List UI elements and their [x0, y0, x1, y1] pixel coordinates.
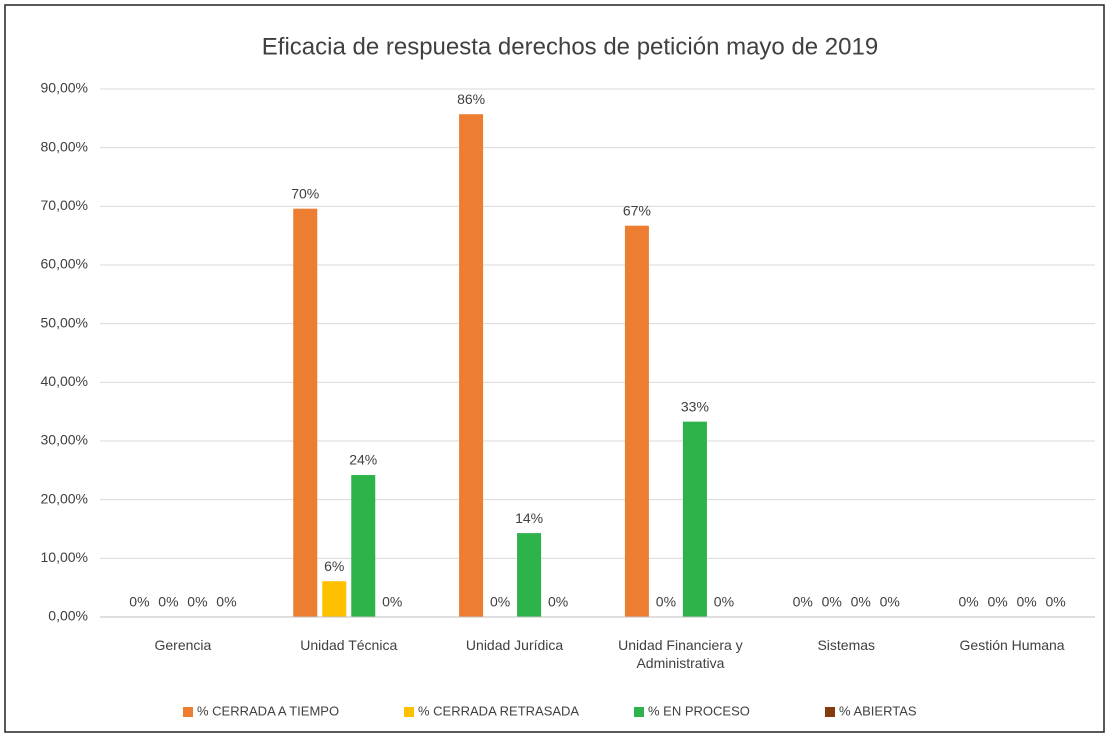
y-tick-label: 30,00%	[41, 432, 88, 448]
chart-border	[4, 4, 1105, 733]
y-tick-label: 80,00%	[41, 138, 88, 154]
legend-label: % CERRADA RETRASADA	[418, 703, 579, 718]
x-tick-label: Unidad Técnica	[300, 637, 398, 653]
data-label: 0%	[1016, 594, 1036, 610]
x-tick-label: Gerencia	[154, 637, 212, 653]
x-tick-label: Gestión Humana	[959, 637, 1065, 653]
y-tick-label: 60,00%	[41, 256, 88, 272]
y-tick-label: 70,00%	[41, 197, 88, 213]
data-label: 33%	[681, 398, 709, 414]
data-label: 0%	[958, 594, 978, 610]
data-label: 0%	[129, 594, 149, 610]
data-label: 6%	[324, 558, 344, 574]
data-label: 0%	[1045, 594, 1065, 610]
data-label: 24%	[349, 452, 377, 468]
data-label: 0%	[382, 594, 402, 610]
legend-label: % CERRADA A TIEMPO	[197, 703, 339, 718]
bar	[624, 225, 649, 617]
data-label: 0%	[158, 594, 178, 610]
data-label: 0%	[880, 594, 900, 610]
data-label: 70%	[291, 185, 319, 201]
legend-label: % EN PROCESO	[648, 703, 750, 718]
bar	[682, 421, 707, 617]
legend-swatch	[404, 707, 414, 717]
y-tick-label: 50,00%	[41, 314, 88, 330]
legend-swatch	[825, 707, 835, 717]
data-label: 0%	[714, 594, 734, 610]
data-label: 0%	[216, 594, 236, 610]
legend-swatch	[183, 707, 193, 717]
bar	[293, 208, 318, 617]
data-label: 0%	[987, 594, 1007, 610]
data-label: 0%	[187, 594, 207, 610]
data-label: 0%	[548, 594, 568, 610]
y-tick-label: 10,00%	[41, 549, 88, 565]
bar	[351, 475, 376, 617]
data-label: 0%	[822, 594, 842, 610]
data-label: 0%	[851, 594, 871, 610]
x-tick-label: Unidad Jurídica	[465, 637, 564, 653]
data-label: 0%	[656, 594, 676, 610]
bar	[459, 114, 484, 617]
y-tick-label: 20,00%	[41, 490, 88, 506]
y-tick-label: 90,00%	[41, 80, 88, 96]
bar	[322, 581, 347, 617]
y-tick-label: 40,00%	[41, 373, 88, 389]
x-tick-label: Sistemas	[817, 637, 876, 653]
data-label: 67%	[623, 202, 651, 218]
x-tick-label: Unidad Financiera y Administrativa	[618, 637, 743, 671]
data-label: 0%	[793, 594, 813, 610]
data-label: 14%	[515, 510, 543, 526]
legend-label: % ABIERTAS	[839, 703, 917, 718]
data-label: 86%	[457, 91, 485, 107]
legend-swatch	[634, 707, 644, 717]
y-tick-label: 0,00%	[48, 608, 88, 624]
data-label: 0%	[490, 594, 510, 610]
bar	[517, 533, 542, 617]
chart-title: Eficacia de respuesta derechos de petici…	[262, 33, 878, 60]
